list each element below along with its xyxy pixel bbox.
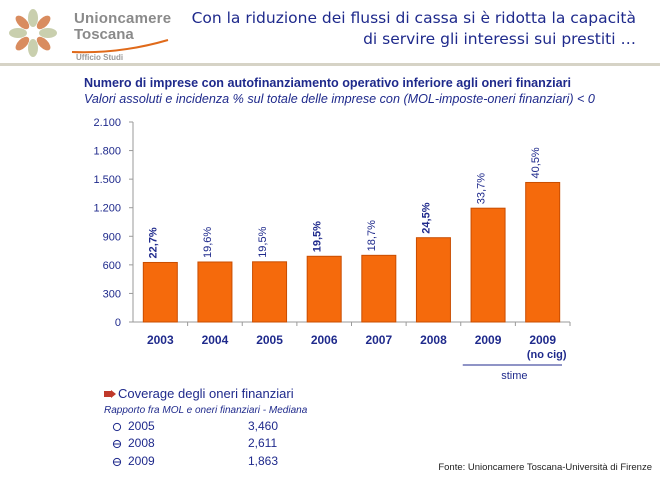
bar — [252, 261, 288, 323]
bar — [306, 255, 342, 323]
logo-mark-icon — [9, 9, 57, 57]
coverage-year: 2009 — [128, 454, 155, 468]
bar — [415, 237, 451, 323]
logo-subtitle: Ufficio Studi — [76, 53, 124, 62]
bar — [525, 181, 561, 323]
coverage-year: 2008 — [128, 436, 155, 450]
y-tick-label: 2.100 — [93, 117, 121, 129]
data-label: 24,5% — [421, 202, 433, 233]
data-label: 18,7% — [366, 220, 378, 251]
y-tick-label: 600 — [103, 260, 121, 272]
chart-subtitle: Valori assoluti e incidenza % sul totale… — [84, 92, 595, 106]
y-tick-label: 300 — [103, 288, 121, 300]
chart-title: Numero di imprese con autofinanziamento … — [84, 76, 572, 90]
x-tick-label: 2008 — [420, 333, 447, 347]
data-label: 19,5% — [257, 226, 269, 257]
x-tick-label: 2006 — [311, 333, 338, 347]
logo-name-line1: Unioncamere — [74, 10, 172, 27]
bar — [142, 261, 178, 323]
data-label: 33,7% — [475, 173, 487, 204]
data-label: 22,7% — [148, 227, 160, 258]
coverage-row: 2005 3,460 — [112, 419, 278, 433]
y-tick-label: 900 — [103, 231, 121, 243]
slide-title: Con la riduzione dei flussi di cassa si … — [191, 9, 636, 48]
data-label: 19,5% — [311, 221, 323, 252]
estimate-label: stime — [501, 370, 527, 382]
x-tick-label: 2009 — [529, 333, 556, 347]
x-tick-label: 2007 — [365, 333, 392, 347]
y-tick-label: 0 — [115, 317, 121, 329]
circle-bullet-icon — [112, 439, 122, 449]
x-tick-label: 2004 — [202, 333, 229, 347]
data-label: 19,6% — [202, 227, 214, 258]
x-tick-label: 2005 — [256, 333, 283, 347]
coverage-heading-text: Coverage degli oneri finanziari — [118, 386, 294, 401]
x-tick-label: 2003 — [147, 333, 174, 347]
bar — [197, 261, 233, 323]
logo-name-line2: Toscana — [74, 26, 134, 43]
header-band — [0, 0, 660, 64]
header-divider — [0, 63, 660, 66]
coverage-value: 3,460 — [248, 419, 279, 433]
bar — [470, 207, 506, 323]
source-note: Fonte: Unioncamere Toscana-Università di… — [438, 462, 652, 473]
y-tick-label: 1.200 — [93, 203, 121, 215]
coverage-year: 2005 — [128, 419, 155, 433]
bar — [361, 254, 397, 323]
circle-bullet-icon — [112, 422, 122, 432]
coverage-row: 2009 1,863 — [112, 454, 278, 468]
x-tick-label: 2009 — [475, 333, 502, 347]
coverage-row: 2008 2,611 — [112, 436, 277, 450]
circle-bullet-icon — [112, 457, 122, 467]
logo-swoosh-icon — [71, 39, 169, 54]
legend-arrow-icon — [104, 390, 116, 398]
y-tick-label: 1.500 — [93, 174, 121, 186]
y-tick-label: 1.800 — [93, 146, 121, 158]
data-label: 40,5% — [530, 147, 542, 178]
coverage-value: 1,863 — [248, 454, 279, 468]
coverage-heading: Coverage degli oneri finanziari — [104, 386, 294, 401]
coverage-value: 2,611 — [248, 436, 278, 450]
logo: Unioncamere Toscana Ufficio Studi — [4, 4, 184, 62]
coverage-note: Rapporto fra MOL e oneri finanziari - Me… — [104, 405, 308, 416]
x-tick-sublabel: (no cig) — [527, 349, 567, 361]
